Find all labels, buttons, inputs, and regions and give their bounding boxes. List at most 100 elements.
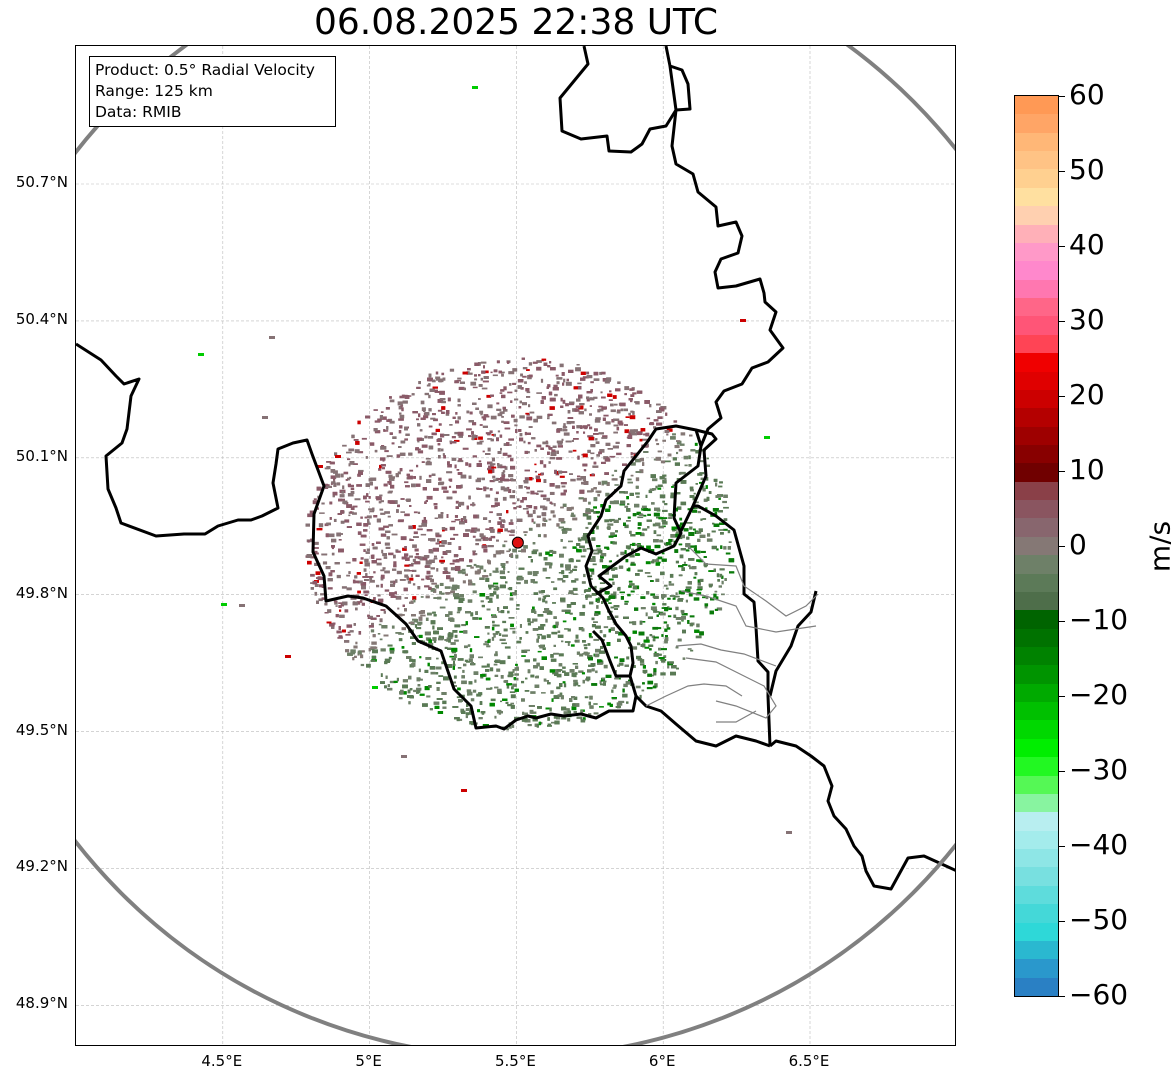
- country-border: [769, 739, 955, 891]
- colorbar-segment: [1015, 683, 1058, 704]
- colorbar-tick: [1059, 921, 1065, 922]
- colorbar-segment: [1015, 96, 1058, 116]
- colorbar-segment: [1015, 647, 1058, 667]
- colorbar-segment: [1015, 426, 1058, 446]
- country-border: [692, 504, 772, 747]
- country-border: [634, 694, 771, 748]
- colorbar-segment: [1015, 702, 1058, 722]
- colorbar-segment: [1015, 775, 1058, 795]
- colorbar-segment: [1015, 389, 1058, 410]
- colorbar-segment: [1015, 922, 1058, 942]
- colorbar-tick-label: 30: [1069, 303, 1105, 336]
- gridlines: [76, 46, 955, 1045]
- colorbar: [1014, 95, 1059, 997]
- lon-tick-label: 5.5°E: [494, 1052, 536, 1070]
- colorbar-tick: [1059, 246, 1065, 247]
- colorbar-tick-label: −40: [1069, 828, 1129, 861]
- map-title: 06.08.2025 22:38 UTC: [313, 2, 719, 43]
- colorbar-segment: [1015, 334, 1058, 355]
- colorbar-segment: [1015, 867, 1058, 887]
- colorbar-tick-label: −30: [1069, 753, 1129, 786]
- colorbar-segment: [1015, 242, 1058, 263]
- colorbar-segment: [1015, 555, 1058, 575]
- colorbar-segment: [1015, 463, 1058, 483]
- lon-tick-label: 6.5°E: [788, 1052, 830, 1070]
- colorbar-tick: [1059, 846, 1065, 847]
- lat-tick-label: 50.4°N: [15, 309, 68, 328]
- colorbar-tick: [1059, 771, 1065, 772]
- colorbar-segment: [1015, 591, 1058, 612]
- colorbar-tick: [1059, 996, 1065, 997]
- lon-tick-label: 6°E: [648, 1052, 676, 1070]
- colorbar-segment: [1015, 738, 1058, 759]
- colorbar-segment: [1015, 169, 1058, 189]
- country-border: [558, 46, 692, 154]
- colorbar-tick: [1059, 696, 1065, 697]
- colorbar-tick-label: −10: [1069, 603, 1129, 636]
- colorbar-segment: [1015, 224, 1058, 244]
- colorbar-tick: [1059, 621, 1065, 622]
- lon-tick-label: 4.5°E: [201, 1052, 243, 1070]
- lon-tick-label: 5°E: [355, 1052, 382, 1070]
- colorbar-segment: [1015, 151, 1058, 171]
- colorbar-tick-label: −20: [1069, 678, 1129, 711]
- province-border: [687, 545, 819, 617]
- colorbar-segment: [1015, 940, 1058, 961]
- colorbar-segment: [1015, 812, 1058, 832]
- lat-tick-label: 48.9°N: [15, 994, 68, 1013]
- lat-tick-label: 49.8°N: [15, 583, 68, 602]
- colorbar-segment: [1015, 757, 1058, 777]
- colorbar-segment: [1015, 573, 1058, 593]
- lat-tick-label: 49.2°N: [15, 857, 68, 876]
- colorbar-segment: [1015, 977, 1058, 996]
- borders: [76, 46, 955, 891]
- lat-tick-label: 50.1°N: [15, 446, 68, 465]
- colorbar-segment: [1015, 114, 1058, 134]
- info-source: Data: RMIB: [95, 103, 182, 121]
- colorbar-segment: [1015, 500, 1058, 520]
- colorbar-segment: [1015, 408, 1058, 428]
- info-range: Range: 125 km: [95, 82, 213, 100]
- colorbar-tick-label: 0: [1069, 528, 1087, 561]
- lat-tick-label: 49.5°N: [15, 720, 68, 739]
- colorbar-segment: [1015, 279, 1058, 300]
- province-border: [685, 657, 777, 719]
- colorbar-segment: [1015, 628, 1058, 648]
- colorbar-segment: [1015, 904, 1058, 924]
- colorbar-segment: [1015, 187, 1058, 208]
- colorbar-tick-label: −60: [1069, 978, 1129, 1011]
- colorbar-segment: [1015, 849, 1058, 869]
- colorbar-segment: [1015, 610, 1058, 630]
- province-border: [716, 710, 757, 723]
- colorbar-tick-label: −50: [1069, 903, 1129, 936]
- country-border: [768, 590, 818, 697]
- radar-map[interactable]: Product: 0.5° Radial Velocity Range: 125…: [75, 45, 956, 1046]
- colorbar-segment: [1015, 206, 1058, 226]
- colorbar-segment: [1015, 720, 1058, 740]
- map-canvas: [76, 46, 955, 1045]
- colorbar-tick: [1059, 471, 1065, 472]
- colorbar-segment: [1015, 793, 1058, 814]
- colorbar-tick: [1059, 546, 1065, 547]
- colorbar-tick-label: 10: [1069, 453, 1105, 486]
- colorbar-tick-label: 60: [1069, 78, 1105, 111]
- colorbar-segment: [1015, 536, 1058, 557]
- colorbar-segment: [1015, 518, 1058, 538]
- colorbar-segment: [1015, 353, 1058, 373]
- colorbar-segment: [1015, 830, 1058, 851]
- colorbar-tick: [1059, 171, 1065, 172]
- country-border: [76, 65, 785, 731]
- colorbar-segment: [1015, 665, 1058, 685]
- province-border: [680, 590, 817, 633]
- country-border: [591, 629, 630, 678]
- lat-tick-label: 50.7°N: [15, 173, 68, 191]
- colorbar-segment: [1015, 481, 1058, 502]
- colorbar-segment: [1015, 132, 1058, 153]
- colorbar-segment: [1015, 261, 1058, 281]
- colorbar-tick: [1059, 396, 1065, 397]
- colorbar-unit-label: m/s: [1143, 520, 1171, 573]
- colorbar-tick-label: 50: [1069, 153, 1105, 186]
- colorbar-segment: [1015, 959, 1058, 979]
- info-product: Product: 0.5° Radial Velocity: [95, 61, 315, 79]
- colorbar-segment: [1015, 371, 1058, 391]
